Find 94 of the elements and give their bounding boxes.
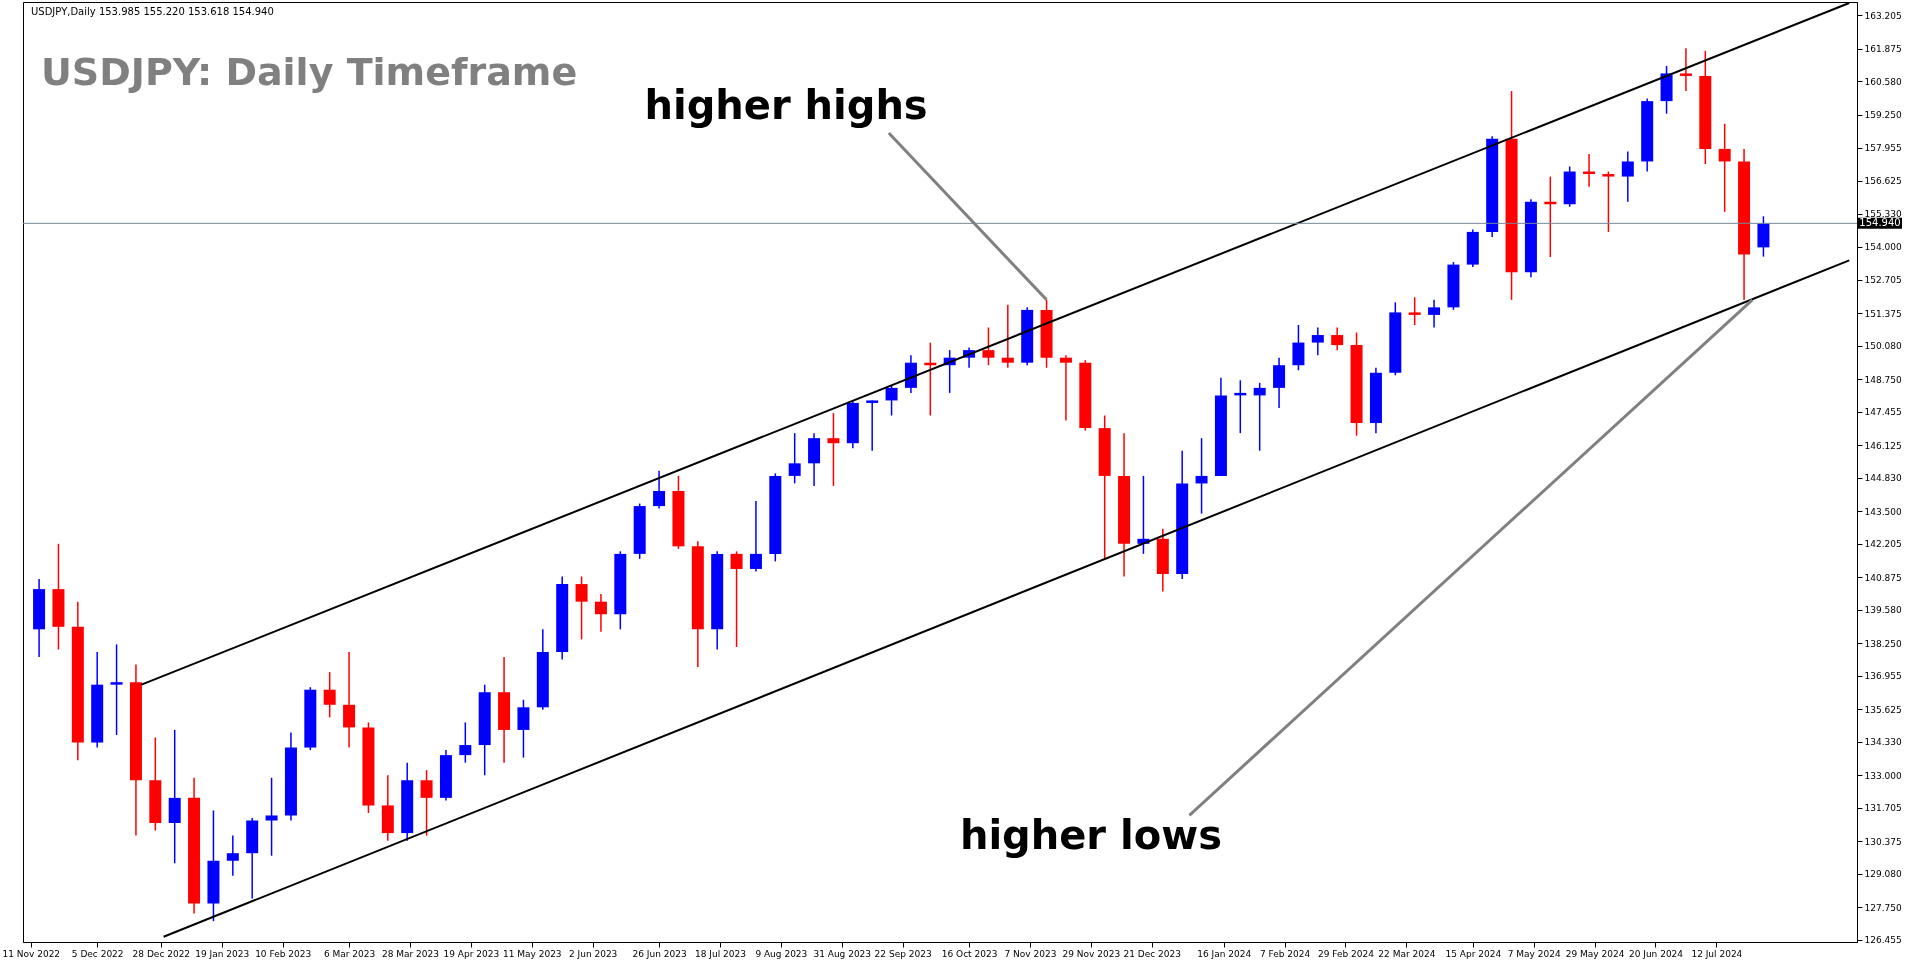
candlestick: [1273, 356, 1286, 409]
candlestick: [1331, 326, 1344, 351]
x-tick-label: 16 Jan 2024: [1197, 948, 1252, 959]
candlestick: [1718, 122, 1731, 213]
x-tick-label: 19 Apr 2023: [443, 948, 500, 959]
x-tick-label: 5 Dec 2022: [71, 948, 124, 959]
candlestick: [1408, 296, 1421, 326]
x-tick-label: 20 Jun 2024: [1628, 948, 1684, 959]
y-tick-label: 129.080: [1864, 869, 1902, 880]
y-tick-label: 152.705: [1864, 275, 1902, 286]
candlestick: [1602, 170, 1615, 233]
y-tick-label: 133.000: [1864, 770, 1902, 781]
candlestick: [749, 500, 762, 573]
candlestick: [1311, 326, 1324, 356]
candlestick: [420, 769, 433, 837]
y-tick-label: 126.455: [1864, 935, 1902, 946]
x-tick-label: 6 Mar 2023: [323, 948, 376, 959]
x-tick-label: 11 Nov 2022: [2, 948, 61, 959]
candlestick: [594, 593, 607, 633]
y-tick-label: 148.750: [1864, 374, 1902, 385]
x-tick-label: 29 Feb 2024: [1317, 948, 1375, 959]
annotation: higher highs: [644, 81, 928, 128]
x-tick-label: 22 Sep 2023: [874, 948, 932, 959]
y-tick-label: 155.330: [1864, 209, 1902, 220]
x-tick-label: 28 Mar 2023: [381, 948, 439, 959]
y-tick-label: 127.750: [1864, 902, 1902, 913]
candlestick: [1253, 382, 1266, 452]
y-tick-label: 154.000: [1864, 242, 1902, 253]
candlestick: [226, 834, 239, 877]
y-tick-label: 161.875: [1864, 44, 1902, 55]
candlestick: [788, 432, 801, 485]
y-tick-label: 151.375: [1864, 308, 1902, 319]
candlestick: [1679, 47, 1692, 92]
y-tick-label: 135.625: [1864, 704, 1902, 715]
candlestick: [827, 412, 840, 487]
y-tick-label: 163.205: [1864, 10, 1902, 21]
candlestick: [517, 699, 530, 759]
y-tick-label: 138.250: [1864, 638, 1902, 649]
x-tick-label: 12 Jul 2024: [1691, 948, 1743, 959]
y-tick-label: 147.455: [1864, 407, 1902, 418]
candlestick: [1292, 324, 1305, 371]
candlestick: [323, 671, 336, 719]
x-tick-label: 2 Jun 2023: [568, 948, 618, 959]
x-tick-label: 16 Oct 2023: [941, 948, 998, 959]
x-tick-label: 10 Feb 2023: [255, 948, 312, 959]
candlestick: [653, 470, 666, 510]
y-tick-label: 140.875: [1864, 572, 1902, 583]
candlestick: [1195, 437, 1208, 515]
candlestick: [265, 777, 278, 857]
candlestick: [1001, 304, 1014, 369]
y-tick-label: 146.125: [1864, 440, 1902, 451]
candlestick: [866, 399, 879, 452]
y-tick-label: 136.955: [1864, 671, 1902, 682]
x-tick-label: 7 Nov 2023: [1004, 948, 1057, 959]
x-tick-label: 11 May 2023: [502, 948, 562, 959]
x-tick-label: 7 Feb 2024: [1259, 948, 1311, 959]
x-tick-label: 15 Apr 2024: [1445, 948, 1502, 959]
annotation: USDJPY,Daily 153.985 155.220 153.618 154.940: [31, 6, 274, 17]
ref-line-label: 154.940: [1859, 217, 1901, 229]
y-tick-label: 160.580: [1864, 76, 1902, 87]
x-tick-label: 26 Jun 2023: [632, 948, 687, 959]
candlestick: [730, 550, 743, 648]
candlestick: [459, 721, 472, 764]
candlestick: [110, 643, 123, 736]
x-tick-label: 9 Aug 2023: [755, 948, 808, 959]
y-tick-label: 134.330: [1864, 737, 1902, 748]
y-tick-label: 130.375: [1864, 836, 1902, 847]
y-tick-label: 142.205: [1864, 539, 1902, 550]
x-tick-label: 29 Nov 2023: [1062, 948, 1121, 959]
x-tick-label: 19 Jan 2023: [195, 948, 250, 959]
annotation: higher lows: [959, 811, 1222, 858]
candlestick: [1428, 299, 1441, 329]
candlestick: [575, 575, 588, 641]
x-tick-label: 29 May 2024: [1565, 948, 1625, 959]
candlestick: [1621, 150, 1634, 203]
x-tick-label: 31 Aug 2023: [813, 948, 872, 959]
x-tick-label: 28 Dec 2022: [132, 948, 191, 959]
x-tick-label: 7 May 2024: [1507, 948, 1561, 959]
candlestick: [982, 326, 995, 366]
x-tick-label: 21 Dec 2023: [1123, 948, 1181, 959]
candlestick: [1059, 354, 1072, 422]
y-tick-label: 143.500: [1864, 506, 1902, 517]
y-tick-label: 156.625: [1864, 176, 1902, 187]
text: USDJPY: Daily Timeframe: [41, 50, 578, 94]
candlestick: [885, 384, 898, 417]
y-tick-label: 131.705: [1864, 803, 1902, 814]
y-tick-label: 157.955: [1864, 143, 1902, 154]
x-tick-label: 18 Jul 2023: [694, 948, 746, 959]
y-tick-label: 144.830: [1864, 473, 1902, 484]
y-tick-label: 139.580: [1864, 605, 1902, 616]
y-tick-label: 159.250: [1864, 110, 1902, 121]
x-tick-label: 22 Mar 2024: [1378, 948, 1436, 959]
y-tick-label: 150.080: [1864, 341, 1902, 352]
candlestick: [343, 651, 356, 749]
